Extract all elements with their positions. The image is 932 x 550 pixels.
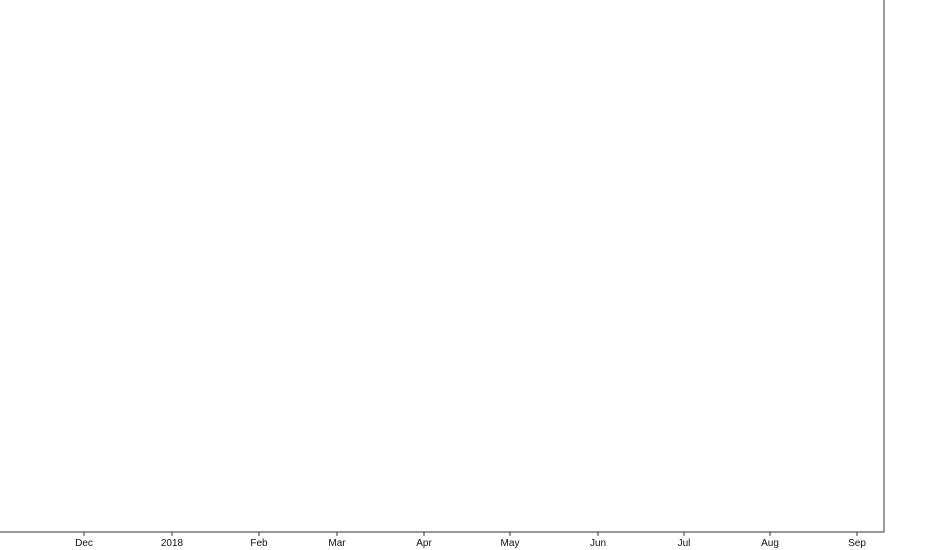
x-tick-label: Jul [678,538,691,549]
x-tick-label: Jun [590,538,606,549]
x-tick-label: May [501,538,520,549]
x-tick-label: Dec [75,538,93,549]
y-axis: 21000.019000.017000.015000.013000.012000… [883,0,885,532]
x-tick-label: Aug [761,538,779,549]
x-tick-label: Feb [250,538,268,549]
x-tick-label: Sep [848,538,866,549]
x-tick-label: 2018 [161,538,184,549]
x-axis: Dec 2018 Feb Mar Apr May Jun Jul Aug Sep [0,531,884,549]
x-tick-label: Mar [328,538,346,549]
x-tick-label: Apr [416,538,432,549]
